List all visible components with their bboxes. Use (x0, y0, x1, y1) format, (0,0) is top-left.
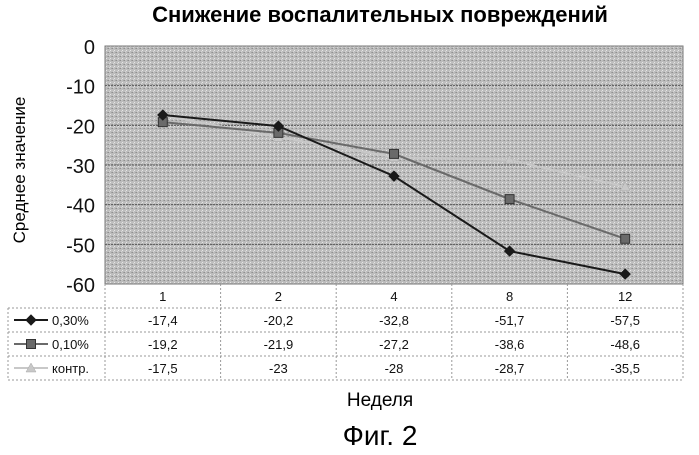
legend-marker (26, 315, 36, 325)
data-label: -38,6 (495, 337, 525, 352)
y-tick-label: -40 (66, 196, 95, 218)
data-label: -27,2 (379, 337, 409, 352)
data-label: -17,5 (148, 361, 178, 376)
y-tick-label: -30 (66, 156, 95, 178)
data-label: -35,5 (610, 361, 640, 376)
data-point (621, 234, 630, 243)
data-label: -48,6 (610, 337, 640, 352)
y-tick-label: 0 (84, 37, 95, 59)
y-tick-label: -20 (66, 116, 95, 138)
data-label: -57,5 (610, 313, 640, 328)
y-tick-label: -50 (66, 235, 95, 257)
data-point (390, 149, 399, 158)
legend-label: контр. (52, 361, 89, 376)
x-tick-label: 12 (618, 289, 632, 304)
x-tick-label: 4 (390, 289, 397, 304)
data-label: -28,7 (495, 361, 525, 376)
x-axis-label: Неделя (100, 390, 660, 412)
x-tick-label: 1 (159, 289, 166, 304)
data-label: -28 (385, 361, 404, 376)
x-tick-label: 8 (506, 289, 513, 304)
data-label: -32,8 (379, 313, 409, 328)
data-label: -17,4 (148, 313, 178, 328)
legend-label: 0,10% (52, 337, 89, 352)
data-point (505, 195, 514, 204)
legend-label: 0,30% (52, 313, 89, 328)
data-label: -51,7 (495, 313, 525, 328)
data-label: -19,2 (148, 337, 178, 352)
data-label: -23 (269, 361, 288, 376)
x-tick-label: 2 (275, 289, 282, 304)
y-tick-label: -10 (66, 77, 95, 99)
data-label: -20,2 (264, 313, 294, 328)
data-label: -21,9 (264, 337, 294, 352)
legend-marker (27, 340, 36, 349)
y-tick-label: -60 (66, 275, 95, 297)
figure-caption: Фиг. 2 (100, 420, 660, 452)
